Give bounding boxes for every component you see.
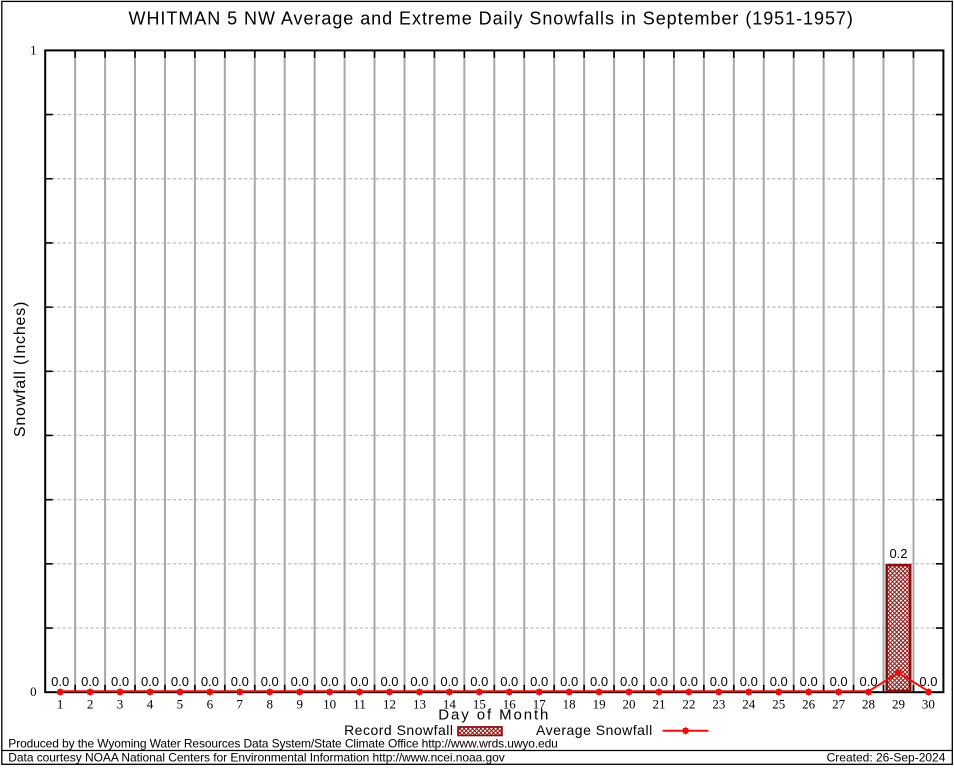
svg-text:0.0: 0.0 bbox=[81, 674, 99, 689]
svg-text:0.0: 0.0 bbox=[860, 674, 878, 689]
svg-text:0.0: 0.0 bbox=[51, 674, 69, 689]
svg-text:0.0: 0.0 bbox=[440, 674, 458, 689]
svg-text:18: 18 bbox=[563, 696, 576, 711]
svg-text:2: 2 bbox=[87, 696, 94, 711]
svg-text:Created: 26-Sep-2024: Created: 26-Sep-2024 bbox=[827, 751, 946, 765]
svg-text:Produced by the Wyoming Water: Produced by the Wyoming Water Resources … bbox=[8, 737, 557, 751]
svg-text:29: 29 bbox=[892, 696, 905, 711]
svg-text:1: 1 bbox=[57, 696, 64, 711]
svg-text:Day of Month: Day of Month bbox=[438, 707, 550, 724]
svg-text:11: 11 bbox=[353, 696, 366, 711]
svg-text:16: 16 bbox=[503, 696, 517, 711]
svg-text:17: 17 bbox=[533, 696, 547, 711]
svg-text:5: 5 bbox=[177, 696, 184, 711]
svg-text:Data courtesy NOAA National Ce: Data courtesy NOAA National Centers for … bbox=[8, 751, 504, 765]
svg-text:Record Snowfall: Record Snowfall bbox=[344, 722, 453, 738]
svg-text:0.0: 0.0 bbox=[201, 674, 219, 689]
svg-text:22: 22 bbox=[682, 696, 695, 711]
svg-text:19: 19 bbox=[593, 696, 606, 711]
svg-text:Snowfall (Inches): Snowfall (Inches) bbox=[12, 301, 29, 437]
svg-text:0.0: 0.0 bbox=[800, 674, 818, 689]
svg-text:0.0: 0.0 bbox=[620, 674, 638, 689]
svg-text:8: 8 bbox=[267, 696, 274, 711]
svg-text:4: 4 bbox=[147, 696, 154, 711]
svg-text:12: 12 bbox=[383, 696, 396, 711]
svg-text:0.0: 0.0 bbox=[141, 674, 159, 689]
svg-text:0.0: 0.0 bbox=[500, 674, 518, 689]
svg-text:Average Snowfall: Average Snowfall bbox=[536, 722, 653, 738]
svg-text:1: 1 bbox=[30, 43, 37, 58]
svg-text:3: 3 bbox=[117, 696, 124, 711]
svg-text:25: 25 bbox=[772, 696, 785, 711]
svg-text:0.0: 0.0 bbox=[770, 674, 788, 689]
svg-text:0.0: 0.0 bbox=[231, 674, 249, 689]
svg-text:0.0: 0.0 bbox=[680, 674, 698, 689]
svg-text:13: 13 bbox=[413, 696, 426, 711]
svg-text:7: 7 bbox=[237, 696, 244, 711]
svg-text:10: 10 bbox=[323, 696, 336, 711]
svg-text:28: 28 bbox=[862, 696, 875, 711]
svg-text:6: 6 bbox=[207, 696, 214, 711]
svg-text:0.0: 0.0 bbox=[830, 674, 848, 689]
svg-text:0.2: 0.2 bbox=[889, 546, 907, 561]
svg-text:24: 24 bbox=[742, 696, 756, 711]
svg-text:30: 30 bbox=[922, 696, 935, 711]
svg-text:0.0: 0.0 bbox=[650, 674, 668, 689]
svg-text:WHITMAN 5 NW Average and Extre: WHITMAN 5 NW Average and Extreme Daily S… bbox=[129, 8, 854, 28]
svg-text:26: 26 bbox=[802, 696, 816, 711]
svg-text:0.0: 0.0 bbox=[560, 674, 578, 689]
svg-text:0.0: 0.0 bbox=[530, 674, 548, 689]
svg-text:0.0: 0.0 bbox=[380, 674, 398, 689]
svg-text:0.0: 0.0 bbox=[590, 674, 608, 689]
svg-text:0.0: 0.0 bbox=[111, 674, 129, 689]
svg-text:0.0: 0.0 bbox=[410, 674, 428, 689]
svg-text:20: 20 bbox=[623, 696, 636, 711]
svg-text:14: 14 bbox=[443, 696, 457, 711]
svg-text:21: 21 bbox=[652, 696, 665, 711]
svg-text:9: 9 bbox=[296, 696, 303, 711]
svg-text:0.0: 0.0 bbox=[321, 674, 339, 689]
svg-text:0.0: 0.0 bbox=[470, 674, 488, 689]
svg-text:0.0: 0.0 bbox=[351, 674, 369, 689]
svg-text:0.0: 0.0 bbox=[171, 674, 189, 689]
svg-text:0.0: 0.0 bbox=[740, 674, 758, 689]
svg-text:27: 27 bbox=[832, 696, 846, 711]
svg-text:23: 23 bbox=[712, 696, 725, 711]
svg-text:0.0: 0.0 bbox=[291, 674, 309, 689]
svg-text:0: 0 bbox=[30, 684, 37, 699]
svg-text:0.0: 0.0 bbox=[261, 674, 279, 689]
svg-text:0.0: 0.0 bbox=[710, 674, 728, 689]
svg-text:15: 15 bbox=[473, 696, 486, 711]
svg-text:0.0: 0.0 bbox=[919, 674, 937, 689]
